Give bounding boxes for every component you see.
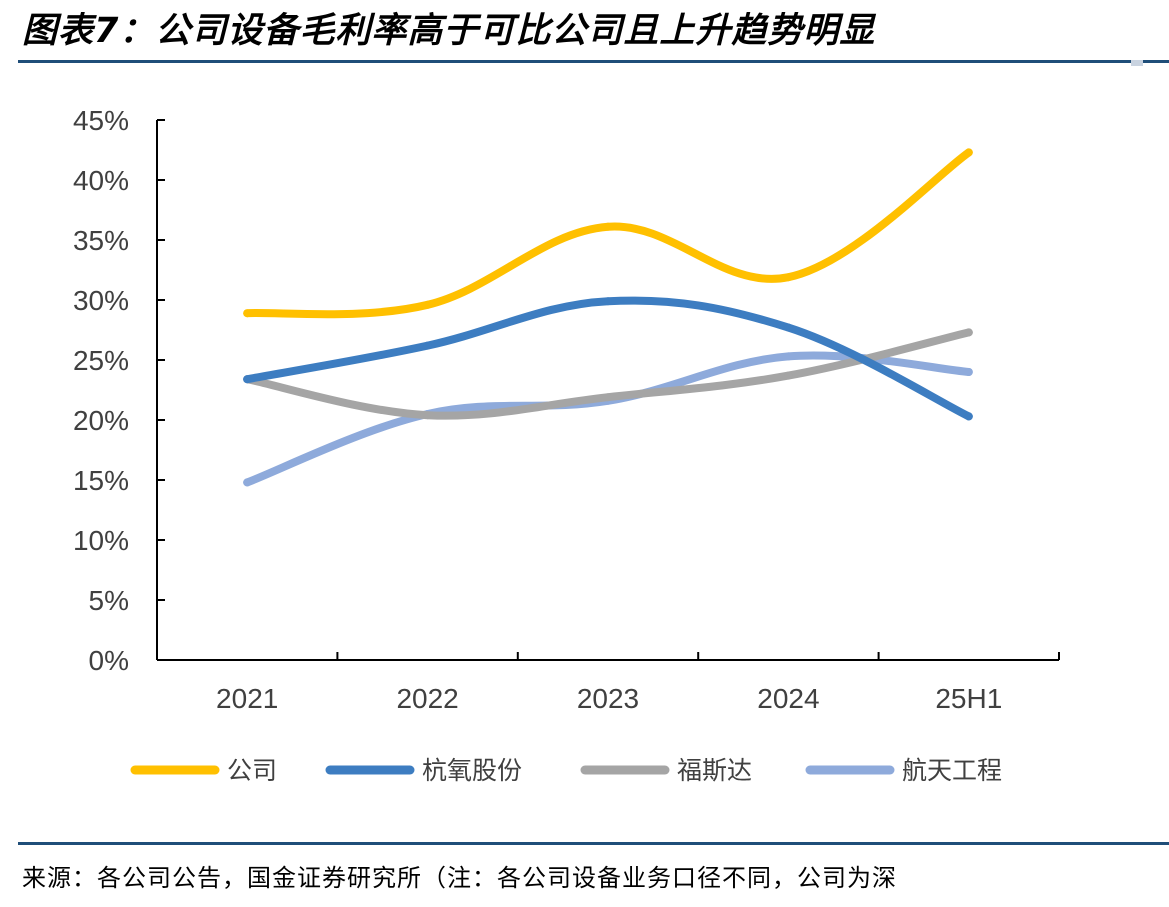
title-rule-marker (1131, 60, 1143, 66)
data-point (964, 328, 973, 337)
data-point (604, 393, 612, 402)
x-tick-label: 2022 (396, 683, 458, 714)
data-point (243, 309, 252, 318)
y-tick-label: 40% (73, 165, 129, 196)
x-tick-label: 2024 (757, 683, 819, 714)
legend-label: 航天工程 (902, 756, 1002, 785)
y-tick-label: 45% (73, 105, 129, 136)
data-point (243, 478, 252, 487)
legend-item-1: 公司 (130, 756, 277, 785)
data-point (423, 300, 432, 309)
data-point (964, 368, 973, 376)
data-point (423, 411, 432, 420)
legend-item-4: 航天工程 (805, 756, 1002, 785)
data-point (243, 375, 252, 384)
series-4 (243, 351, 973, 487)
chart-tick-labels: 0% 5% 10% 15% 20% 25% 30% 35% 40% 45% 2021 2022 2023… (73, 105, 1002, 714)
legend-label: 杭氧股份 (422, 756, 522, 785)
data-point (784, 352, 793, 361)
series-3 (243, 328, 973, 420)
y-tick-label: 15% (73, 465, 129, 496)
y-tick-label: 20% (73, 405, 129, 436)
legend-label: 福斯达 (677, 756, 752, 785)
data-point (604, 297, 612, 306)
data-point (964, 148, 973, 157)
legend-item-2: 杭氧股份 (325, 756, 522, 785)
data-point (604, 222, 612, 231)
data-point (784, 371, 793, 380)
chart-title: 图表7：公司设备毛利率高于可比公司且上升趋势明显 (22, 11, 876, 51)
source-note: 来源：各公司公告，国金证券研究所（注：各公司设备业务口径不同，公司为深 (22, 864, 897, 892)
legend-label: 公司 (227, 756, 277, 785)
data-point (784, 273, 793, 282)
x-tick-label: 25H1 (935, 683, 1002, 714)
y-tick-label: 0% (89, 645, 129, 676)
data-point (784, 323, 793, 332)
y-tick-label: 25% (73, 345, 129, 376)
y-tick-label: 5% (89, 585, 129, 616)
y-tick-label: 35% (73, 225, 129, 256)
data-point (964, 412, 973, 421)
source-rule (18, 842, 1169, 845)
series-line-4 (243, 351, 973, 487)
chart-series (243, 148, 973, 487)
series-line-1 (243, 148, 973, 319)
chart-legend: 公司 杭氧股份 福斯达 航天工程 (130, 756, 1002, 785)
series-2 (243, 296, 973, 421)
legend-item-3: 福斯达 (580, 756, 752, 785)
title-rule (18, 60, 1169, 63)
series-1 (243, 148, 973, 319)
y-tick-label: 10% (73, 525, 129, 556)
data-point (423, 341, 432, 350)
x-tick-label: 2021 (216, 683, 278, 714)
x-tick-label: 2023 (577, 683, 639, 714)
chart-axes (156, 119, 1060, 661)
line-chart: 0% 5% 10% 15% 20% 25% 30% 35% 40% 45% 2021 2022 2023… (73, 105, 1060, 785)
y-tick-label: 30% (73, 285, 129, 316)
